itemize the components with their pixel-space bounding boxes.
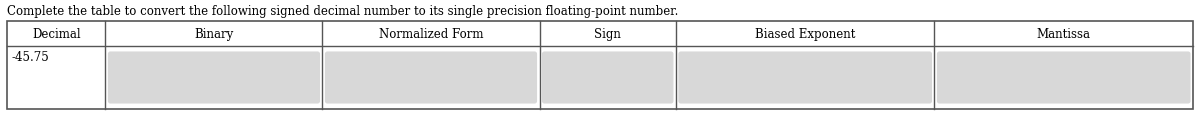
Text: Sign: Sign <box>594 28 622 41</box>
FancyBboxPatch shape <box>542 53 673 103</box>
FancyBboxPatch shape <box>679 53 931 103</box>
Text: Mantissa: Mantissa <box>1037 28 1091 41</box>
Text: -45.75: -45.75 <box>11 51 49 63</box>
FancyBboxPatch shape <box>108 53 319 103</box>
FancyBboxPatch shape <box>325 53 536 103</box>
Text: Complete the table to convert the following signed decimal number to its single : Complete the table to convert the follow… <box>7 5 678 18</box>
Text: Decimal: Decimal <box>32 28 80 41</box>
Text: Normalized Form: Normalized Form <box>379 28 484 41</box>
Text: Biased Exponent: Biased Exponent <box>755 28 856 41</box>
FancyBboxPatch shape <box>937 53 1190 103</box>
Text: Binary: Binary <box>194 28 234 41</box>
Bar <box>7 22 1193 109</box>
